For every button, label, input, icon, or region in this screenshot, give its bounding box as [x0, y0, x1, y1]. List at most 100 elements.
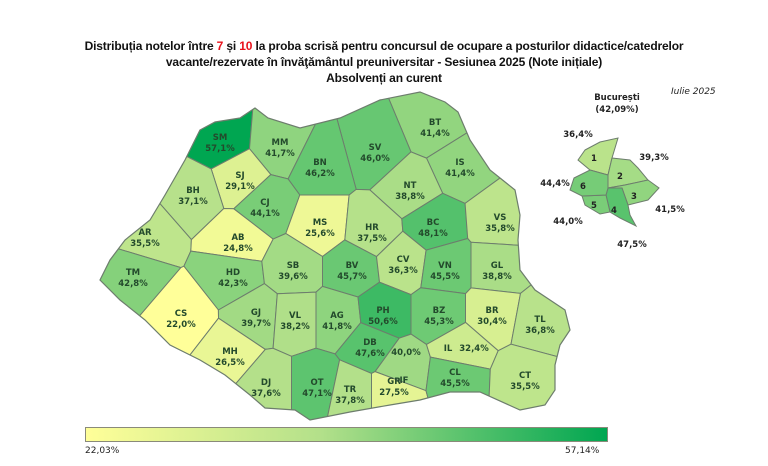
title-text: și [223, 39, 240, 53]
legend-max-label: 57,14% [565, 446, 600, 456]
county-code-label: BC [427, 218, 440, 228]
county-code-label: DB [363, 338, 377, 348]
county-value-label: 27,5% [379, 388, 409, 398]
title-line-3: Absolvenți an curent [326, 71, 442, 85]
county-code-label: BT [429, 118, 441, 128]
legend-min-label: 22,03% [85, 446, 120, 456]
bucharest-total: (42,09%) [595, 105, 638, 115]
county-code-label: AB [231, 233, 244, 243]
county-value-label: 32,4% [459, 344, 489, 354]
title-text: Distribuția notelor între [84, 39, 217, 53]
sector-value-label: 41,5% [655, 205, 685, 215]
county-value-label: 41,4% [420, 129, 450, 139]
county-value-label: 29,1% [225, 182, 255, 192]
county-code-label: HR [365, 223, 379, 233]
county-value-label: 45,5% [430, 272, 460, 282]
title-line-2: vacante/rezervate în învăţământul preuni… [165, 55, 603, 69]
county-sm [100, 92, 256, 170]
county-value-label: 44,1% [250, 209, 280, 219]
color-scale-bar [85, 427, 608, 442]
county-value-label: 50,6% [368, 317, 398, 327]
country-outline [99, 91, 571, 421]
title-line-1: Distribuția notelor între 7 și 10 la pro… [0, 38, 768, 54]
date-label: Iulie 2025 [671, 87, 716, 97]
county-value-label: 48,1% [418, 229, 448, 239]
county-value-label: 45,7% [337, 272, 367, 282]
county-value-label: 35,8% [485, 224, 515, 234]
county-code-label: BN [313, 158, 327, 168]
sector-value-label: 39,3% [639, 153, 669, 163]
county-code-label: MM [272, 138, 289, 148]
bucharest-title: București [594, 93, 640, 103]
county-value-label: 36,3% [388, 266, 418, 276]
county-code-label: CT [519, 371, 531, 381]
county-value-label: 38,2% [280, 322, 310, 332]
county-code-label: NT [404, 181, 417, 191]
county-code-label: TR [344, 385, 357, 395]
county-code-label: AR [138, 228, 152, 238]
sector-value-label: 44,0% [553, 217, 583, 227]
sector-number-label: 1 [591, 154, 597, 164]
county-value-label: 39,7% [241, 319, 271, 329]
county-code-label: SV [369, 143, 382, 153]
sector-value-label: 36,4% [563, 130, 593, 140]
sector-number-label: 6 [580, 182, 586, 192]
county-value-label: 37,8% [335, 396, 365, 406]
county-code-label: VL [289, 311, 302, 321]
county-value-label: 41,4% [445, 169, 475, 179]
county-code-label: HD [226, 268, 240, 278]
county-value-label: 46,2% [305, 169, 335, 179]
county-code-label: CJ [260, 198, 269, 208]
county-code-label: GJ [251, 308, 261, 318]
county-code-label: GR [387, 377, 401, 387]
county-code-label: BZ [433, 306, 446, 316]
bucharest-sector-4 [605, 187, 638, 228]
sector-number-label: 5 [591, 201, 597, 211]
county-value-label: 39,6% [278, 272, 308, 282]
county-value-label: 47,1% [302, 389, 332, 399]
county-code-label: TL [534, 315, 546, 325]
county-value-label: 47,6% [355, 349, 385, 359]
title-grade-max: 10 [239, 39, 253, 53]
county-code-label: CL [449, 368, 461, 378]
county-code-label: BR [485, 306, 498, 316]
bucharest-sector-6 [569, 169, 609, 197]
county-value-label: 40,0% [391, 348, 421, 358]
county-value-label: 42,8% [118, 279, 148, 289]
county-value-label: 22,0% [166, 320, 196, 330]
county-code-label: MH [222, 347, 238, 357]
county-value-label: 37,6% [251, 389, 281, 399]
county-code-label: TM [126, 268, 140, 278]
county-tl [510, 242, 570, 367]
sector-number-label: 3 [631, 192, 637, 202]
sector-value-label: 47,5% [617, 240, 647, 250]
county-code-label: CV [397, 255, 410, 265]
county-value-label: 26,5% [215, 358, 245, 368]
county-code-label: SB [287, 261, 300, 271]
county-code-label: OT [310, 378, 323, 388]
county-value-label: 30,4% [477, 317, 507, 327]
county-code-label: IS [455, 158, 464, 168]
county-code-label: DJ [261, 378, 271, 388]
county-value-label: 38,8% [395, 192, 425, 202]
county-code-label: GL [491, 261, 504, 271]
county-value-label: 36,8% [525, 326, 555, 336]
county-code-label: SM [213, 133, 228, 143]
county-value-label: 24,8% [223, 244, 253, 254]
county-code-label: MS [313, 218, 328, 228]
title-text: la proba scrisă pentru concursul de ocup… [252, 39, 684, 53]
county-code-label: PH [376, 306, 389, 316]
county-code-label: IL [444, 344, 453, 354]
county-gl [470, 241, 570, 294]
county-value-label: 41,7% [265, 149, 295, 159]
county-value-label: 46,0% [360, 154, 390, 164]
county-code-label: SJ [235, 171, 244, 181]
county-value-label: 35,5% [130, 239, 160, 249]
county-value-label: 37,1% [178, 197, 208, 207]
county-value-label: 38,8% [482, 272, 512, 282]
county-value-label: 45,5% [440, 379, 470, 389]
sector-value-label: 44,4% [540, 179, 570, 189]
county-value-label: 25,6% [305, 229, 335, 239]
county-value-label: 57,1% [205, 144, 235, 154]
